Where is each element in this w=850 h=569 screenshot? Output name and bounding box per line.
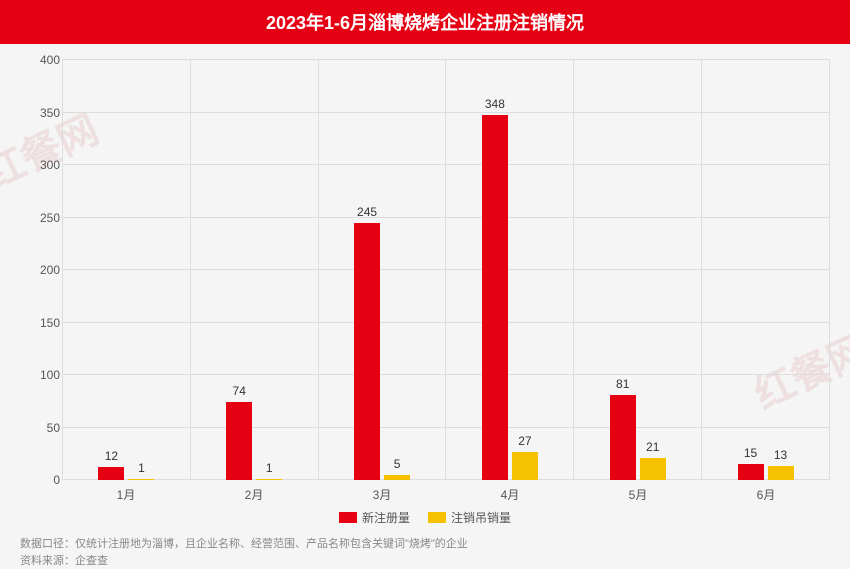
y-tick-label: 0 [20,473,60,487]
y-tick-label: 400 [20,53,60,67]
legend-swatch [428,512,446,523]
y-tick-label: 200 [20,263,60,277]
legend-label: 注销吊销量 [451,509,511,526]
legend: 新注册量 注销吊销量 [0,509,850,526]
bar: 27 [512,452,538,480]
bar-value-label: 81 [616,377,629,391]
footer-notes: 数据口径：仅统计注册地为淄博，且企业名称、经营范围、产品名称包含关键词"烧烤"的… [20,536,830,569]
footer-line-1: 数据口径：仅统计注册地为淄博，且企业名称、经营范围、产品名称包含关键词"烧烤"的… [20,536,830,553]
footer-text: 仅统计注册地为淄博，且企业名称、经营范围、产品名称包含关键词"烧烤"的企业 [75,538,468,550]
legend-item: 新注册量 [339,509,410,526]
x-tick-label: 1月 [62,486,190,503]
bar: 21 [640,458,666,480]
chart-area: 050100150200250300350400 121741245534827… [62,60,830,480]
x-tick-label: 6月 [702,486,830,503]
chart-title: 2023年1-6月淄博烧烤企业注册注销情况 [266,9,584,35]
bar-value-label: 1 [266,461,273,475]
bar-group: 8121 [574,60,702,480]
y-tick-label: 350 [20,106,60,120]
y-tick-label: 300 [20,158,60,172]
bar: 15 [738,464,764,480]
y-tick-label: 100 [20,368,60,382]
bar: 245 [354,223,380,480]
bar-value-label: 15 [744,446,757,460]
bar: 13 [768,466,794,480]
bar-value-label: 12 [105,449,118,463]
bar-group: 74 1 [191,60,319,480]
y-tick-label: 50 [20,421,60,435]
chart-title-bar: 2023年1-6月淄博烧烤企业注册注销情况 [0,0,850,44]
bar-value-label: 13 [774,448,787,462]
bar: 12 [98,467,124,480]
bar: 74 [226,402,252,480]
x-tick-label: 5月 [574,486,702,503]
legend-label: 新注册量 [362,509,410,526]
bar-value-label: 5 [394,457,401,471]
bar-value-label: 74 [233,384,246,398]
bar-group: 1513 [702,60,830,480]
bar: 348 [482,115,508,480]
y-axis: 050100150200250300350400 [20,60,60,480]
bar-value-label: 27 [518,434,531,448]
y-tick-label: 150 [20,316,60,330]
bar-value-label: 245 [357,205,377,219]
x-tick-label: 2月 [190,486,318,503]
bar: 81 [610,395,636,480]
bar: 1 [256,479,282,480]
bar-group: 12 1 [62,60,191,480]
bar: 1 [128,479,154,480]
legend-item: 注销吊销量 [428,509,511,526]
footer-line-2: 资料来源：企查查 [20,553,830,569]
bar-value-label: 21 [646,440,659,454]
x-tick-label: 3月 [318,486,446,503]
bar-group: 245 5 [319,60,447,480]
footer-text: 企查查 [75,555,108,567]
plot-area: 12174124553482781211513 [62,60,830,480]
x-tick-label: 4月 [446,486,574,503]
bar: 5 [384,475,410,480]
legend-swatch [339,512,357,523]
bar-value-label: 1 [138,461,145,475]
footer-label: 资料来源： [20,555,75,567]
bar-group: 34827 [446,60,574,480]
bar-value-label: 348 [485,97,505,111]
y-tick-label: 250 [20,211,60,225]
footer-label: 数据口径： [20,538,75,550]
x-axis-labels: 1月2月3月4月5月6月 [62,486,830,503]
